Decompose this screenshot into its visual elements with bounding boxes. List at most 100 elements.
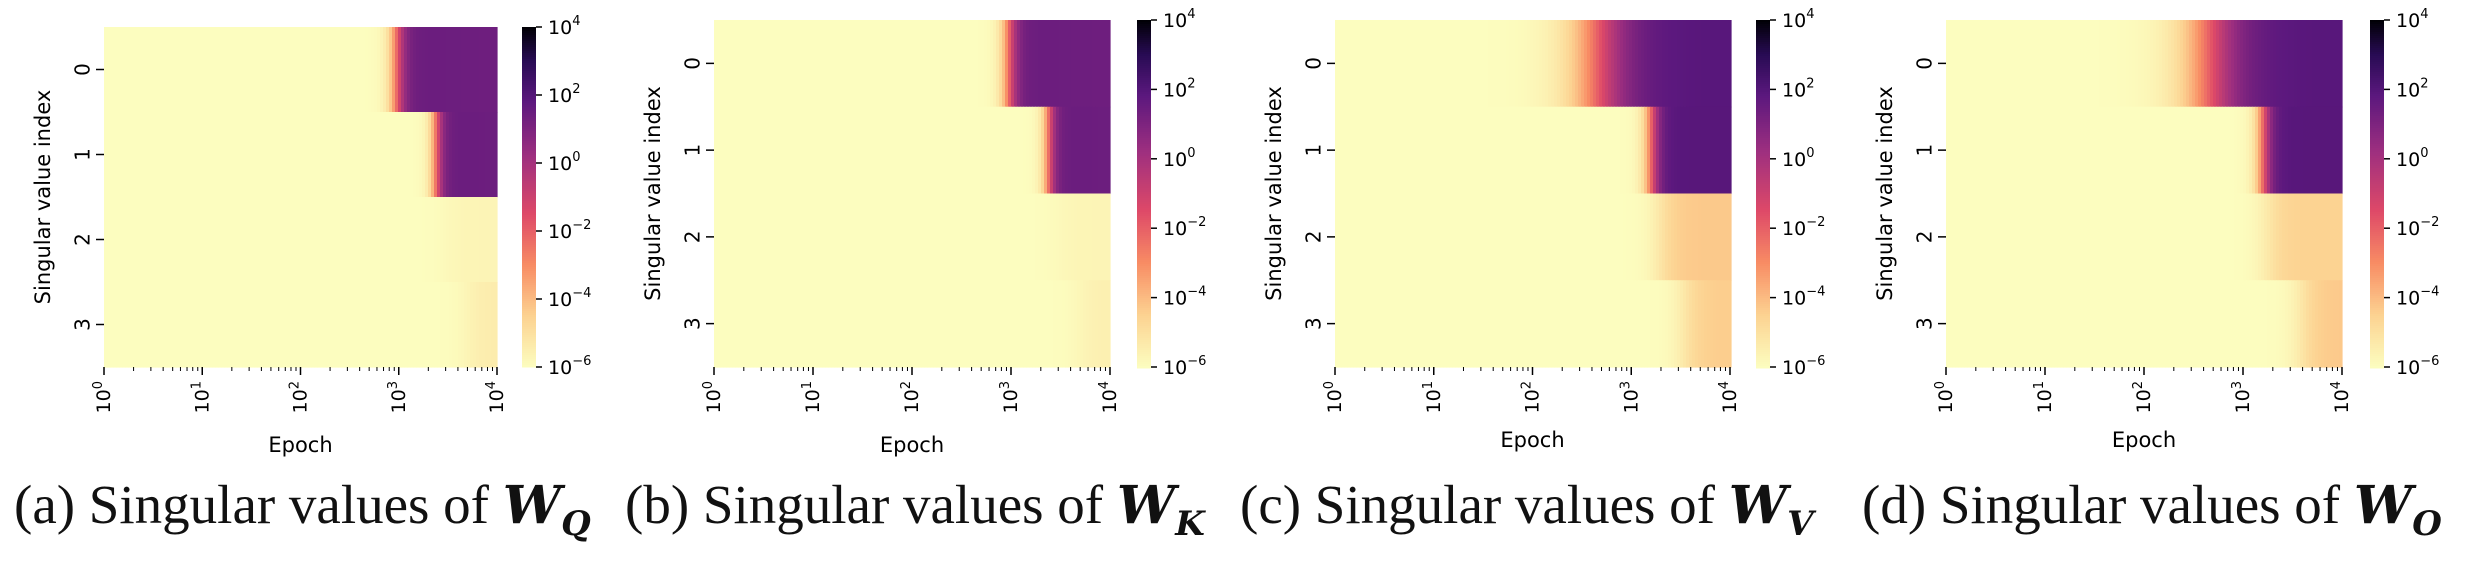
- colorbar-swatch: [1137, 276, 1151, 279]
- heatmap-cell: [900, 20, 904, 108]
- heatmap-cell: [395, 282, 399, 368]
- heatmap-cell: [993, 106, 997, 195]
- heatmap-cell: [2078, 106, 2082, 195]
- heatmap-cell: [1539, 20, 1543, 108]
- heatmap-cell: [200, 112, 204, 198]
- colorbar-swatch: [1756, 96, 1770, 99]
- heatmap-cell: [1014, 106, 1018, 195]
- heatmap-cell: [122, 112, 126, 198]
- heatmap-cell: [1958, 20, 1962, 108]
- heatmap-cell: [1587, 106, 1591, 195]
- heatmap-cell: [455, 27, 459, 113]
- heatmap-cell: [2090, 280, 2094, 368]
- colorbar-swatch: [1137, 204, 1151, 207]
- colorbar-swatch: [1137, 122, 1151, 125]
- colorbar-swatch: [2370, 252, 2384, 255]
- heatmap-cell: [909, 280, 913, 368]
- heatmap-cell: [1976, 20, 1980, 108]
- heatmap-cell: [131, 282, 135, 368]
- colorbar-swatch: [1137, 68, 1151, 71]
- colorbar-swatch: [522, 95, 536, 98]
- heatmap-cell: [1710, 20, 1714, 108]
- heatmap-cell: [368, 112, 372, 198]
- heatmap-cell: [759, 106, 763, 195]
- heatmap-cell: [843, 106, 847, 195]
- colorbar-swatch: [1756, 104, 1770, 107]
- heatmap-cell: [2132, 20, 2136, 108]
- heatmap-cell: [389, 197, 393, 283]
- heatmap-cell: [2330, 20, 2334, 108]
- colorbar-swatch: [1756, 324, 1770, 327]
- heatmap-cell: [1686, 193, 1690, 281]
- colorbar-swatch: [522, 49, 536, 52]
- heatmap-cell: [1695, 193, 1699, 281]
- colorbar-swatch: [1137, 36, 1151, 39]
- colorbar-swatch: [2370, 258, 2384, 261]
- heatmap-cell: [1548, 106, 1552, 195]
- colorbar-swatch: [522, 349, 536, 352]
- heatmap-cell: [750, 193, 754, 281]
- heatmap-cell: [419, 112, 423, 198]
- heatmap-cell: [359, 112, 363, 198]
- heatmap-cell: [777, 193, 781, 281]
- heatmap-cell: [2030, 193, 2034, 281]
- heatmap-cell: [1059, 193, 1063, 281]
- heatmap-cell: [389, 112, 393, 198]
- heatmap-cell: [2126, 20, 2130, 108]
- heatmap-cell: [1590, 193, 1594, 281]
- heatmap-cell: [203, 112, 207, 198]
- heatmap-cell: [1461, 106, 1465, 195]
- heatmap-cell: [2039, 106, 2043, 195]
- heatmap-cell: [825, 20, 829, 108]
- colorbar-swatch: [1756, 214, 1770, 217]
- x-tick-label: 102: [288, 381, 312, 413]
- heatmap-cell: [1614, 106, 1618, 195]
- heatmap-cell: [2129, 20, 2133, 108]
- heatmap-cell: [458, 112, 462, 198]
- heatmap-cell: [155, 27, 159, 113]
- colorbar-swatch: [1756, 222, 1770, 225]
- heatmap-cell: [2129, 280, 2133, 368]
- heatmap-cell: [1590, 280, 1594, 368]
- heatmap-cell: [2027, 106, 2031, 195]
- heatmap-cell: [1476, 193, 1480, 281]
- heatmap-cell: [1680, 106, 1684, 195]
- heatmap-cell: [1482, 193, 1486, 281]
- heatmap-cell: [2018, 280, 2022, 368]
- heatmap-cell: [284, 27, 288, 113]
- heatmap-cell: [897, 193, 901, 281]
- heatmap-cell: [2066, 280, 2070, 368]
- heatmap-cell: [1647, 280, 1651, 368]
- heatmap-cell: [1674, 280, 1678, 368]
- heatmap-cell: [1461, 280, 1465, 368]
- heatmap-cell: [1713, 193, 1717, 281]
- colorbar-swatch: [1756, 258, 1770, 261]
- colorbar-swatch: [1137, 84, 1151, 87]
- heatmap-cell: [1341, 280, 1345, 368]
- heatmap-cell: [2156, 193, 2160, 281]
- heatmap-cell: [335, 27, 339, 113]
- heatmap-cell: [2339, 280, 2343, 368]
- heatmap-cell: [122, 197, 126, 283]
- heatmap-cell: [326, 197, 330, 283]
- colorbar-swatch: [1756, 22, 1770, 25]
- heatmap-cell: [1392, 20, 1396, 108]
- heatmap-cell: [374, 112, 378, 198]
- heatmap-cell: [1431, 280, 1435, 368]
- heatmap-cell: [1446, 20, 1450, 108]
- colorbar-swatch: [1137, 212, 1151, 215]
- heatmap-cell: [212, 112, 216, 198]
- heatmap-cell: [2219, 193, 2223, 281]
- heatmap-cell: [1395, 280, 1399, 368]
- heatmap-cell: [1008, 106, 1012, 195]
- heatmap-cell: [1404, 106, 1408, 195]
- heatmap-cell: [116, 112, 120, 198]
- heatmap-cell: [1347, 193, 1351, 281]
- heatmap-cell: [990, 106, 994, 195]
- heatmap-cell: [813, 193, 817, 281]
- heatmap-cell: [2075, 20, 2079, 108]
- colorbar-swatch: [1756, 128, 1770, 131]
- colorbar-swatch: [522, 107, 536, 110]
- heatmap-cell: [897, 106, 901, 195]
